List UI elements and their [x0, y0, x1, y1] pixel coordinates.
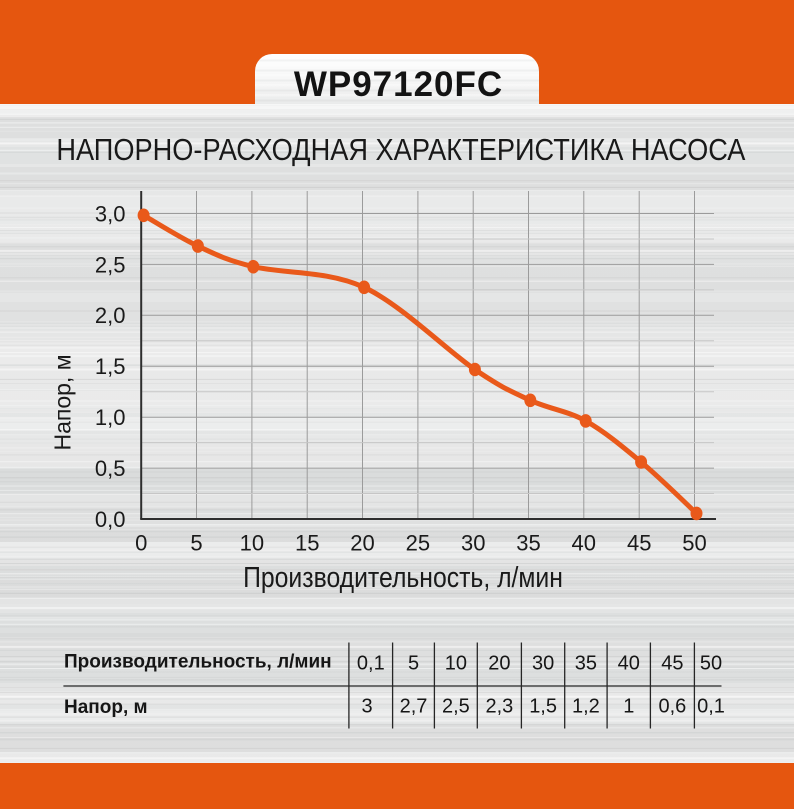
svg-text:1,5: 1,5	[529, 696, 557, 718]
svg-text:35: 35	[516, 531, 540, 556]
svg-text:40: 40	[618, 653, 640, 675]
svg-text:Напор, м: Напор, м	[64, 697, 148, 718]
svg-text:0,1: 0,1	[697, 696, 725, 718]
svg-text:0,5: 0,5	[95, 456, 126, 481]
svg-text:Производительность, л/мин: Производительность, л/мин	[243, 561, 563, 593]
svg-text:1,5: 1,5	[95, 354, 126, 379]
svg-text:0: 0	[135, 531, 147, 556]
svg-text:0,1: 0,1	[357, 653, 385, 675]
svg-text:5: 5	[408, 653, 419, 675]
svg-text:Производительность, л/мин: Производительность, л/мин	[64, 652, 332, 673]
svg-text:50: 50	[700, 653, 722, 675]
svg-text:1,2: 1,2	[572, 696, 600, 718]
svg-text:35: 35	[575, 653, 597, 675]
svg-text:5: 5	[190, 531, 202, 556]
svg-text:50: 50	[682, 531, 706, 556]
svg-text:30: 30	[461, 531, 485, 556]
svg-text:2,0: 2,0	[95, 303, 126, 328]
svg-text:10: 10	[445, 653, 467, 675]
svg-text:Напор, м: Напор, м	[50, 354, 76, 450]
svg-text:20: 20	[350, 531, 374, 556]
svg-text:0,6: 0,6	[658, 696, 686, 718]
svg-text:3,0: 3,0	[95, 201, 126, 226]
svg-text:25: 25	[406, 531, 430, 556]
svg-text:2,3: 2,3	[485, 696, 513, 718]
svg-text:0,0: 0,0	[95, 507, 126, 532]
svg-text:30: 30	[532, 653, 554, 675]
svg-text:15: 15	[295, 531, 319, 556]
svg-text:10: 10	[240, 531, 264, 556]
svg-text:1,0: 1,0	[95, 405, 126, 430]
svg-text:2,7: 2,7	[400, 696, 428, 718]
svg-text:20: 20	[488, 653, 510, 675]
svg-text:3: 3	[361, 696, 372, 718]
svg-text:2,5: 2,5	[95, 252, 126, 277]
svg-text:2,5: 2,5	[442, 696, 470, 718]
svg-text:1: 1	[623, 696, 634, 718]
svg-text:40: 40	[572, 531, 596, 556]
svg-text:45: 45	[661, 653, 683, 675]
svg-text:45: 45	[627, 531, 651, 556]
